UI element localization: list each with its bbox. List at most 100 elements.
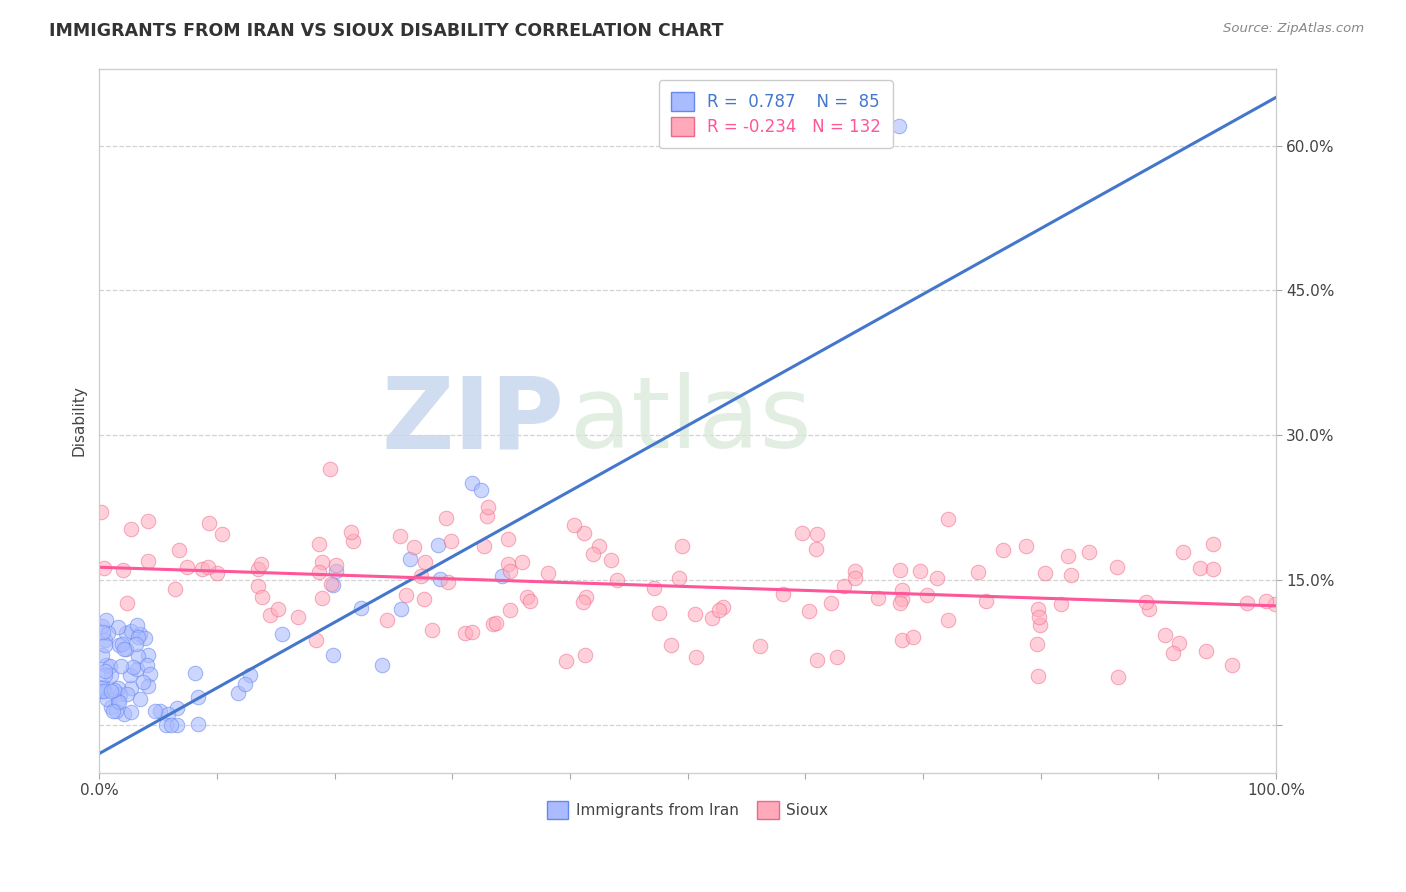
Point: [311, 555, 333, 569]
Point: [1105, 560, 1128, 574]
Point: [1078, 545, 1101, 559]
Point: [668, 570, 690, 584]
Point: [1026, 601, 1049, 615]
Point: [395, 588, 418, 602]
Point: [136, 679, 159, 693]
Point: [325, 558, 347, 573]
Point: [711, 599, 734, 614]
Point: [700, 611, 723, 625]
Point: [127, 618, 149, 632]
Point: [120, 624, 142, 638]
Point: [98, 659, 121, 673]
Point: [460, 625, 482, 640]
Point: [889, 596, 911, 610]
Point: [477, 500, 499, 515]
Point: [120, 522, 142, 536]
Text: Source: ZipAtlas.com: Source: ZipAtlas.com: [1223, 22, 1364, 36]
Point: [974, 594, 997, 608]
Point: [683, 607, 706, 621]
Point: [915, 588, 938, 602]
Point: [1167, 636, 1189, 650]
Point: [485, 616, 508, 631]
Point: [1153, 628, 1175, 642]
Point: [319, 577, 342, 591]
Point: [155, 717, 177, 731]
Point: [903, 630, 925, 644]
Point: [1254, 594, 1277, 608]
Point: [325, 564, 347, 578]
Point: [844, 564, 866, 578]
Point: [1202, 562, 1225, 576]
Point: [112, 564, 135, 578]
Point: [582, 547, 605, 561]
Point: [1107, 671, 1129, 685]
Point: [1028, 610, 1050, 624]
Point: [129, 692, 152, 706]
Point: [115, 596, 138, 610]
Point: [427, 538, 450, 552]
Y-axis label: Disability: Disability: [72, 385, 86, 456]
Point: [599, 553, 621, 567]
Point: [287, 610, 309, 624]
Point: [606, 573, 628, 587]
Point: [413, 555, 436, 569]
Point: [588, 539, 610, 553]
Point: [685, 650, 707, 665]
Point: [440, 533, 463, 548]
Point: [891, 592, 914, 607]
Point: [659, 639, 682, 653]
Point: [108, 695, 131, 709]
Point: [806, 527, 828, 541]
Point: [135, 658, 157, 673]
Point: [371, 658, 394, 673]
Point: [149, 704, 172, 718]
Text: atlas: atlas: [569, 372, 811, 469]
Point: [889, 563, 911, 577]
Point: [1015, 540, 1038, 554]
Point: [90, 618, 112, 632]
Point: [461, 475, 484, 490]
Point: [247, 562, 270, 576]
Point: [308, 565, 330, 579]
Point: [118, 667, 141, 681]
Point: [434, 511, 457, 525]
Point: [110, 658, 132, 673]
Point: [1236, 596, 1258, 610]
Point: [554, 654, 576, 668]
Point: [967, 565, 990, 579]
Point: [94, 632, 117, 647]
Point: [350, 601, 373, 615]
Point: [804, 541, 827, 556]
Point: [792, 526, 814, 541]
Point: [510, 555, 533, 569]
Point: [120, 681, 142, 696]
Point: [166, 701, 188, 715]
Point: [936, 512, 959, 526]
Point: [108, 638, 131, 652]
Point: [537, 566, 560, 580]
Point: [249, 557, 271, 571]
Point: [197, 560, 219, 574]
Point: [562, 518, 585, 533]
Point: [429, 573, 451, 587]
Point: [167, 542, 190, 557]
Point: [1060, 568, 1083, 582]
Point: [1033, 566, 1056, 581]
Point: [93, 561, 115, 575]
Point: [100, 668, 122, 682]
Point: [866, 591, 889, 605]
Text: IMMIGRANTS FROM IRAN VS SIOUX DISABILITY CORRELATION CHART: IMMIGRANTS FROM IRAN VS SIOUX DISABILITY…: [49, 22, 724, 40]
Point: [575, 590, 598, 604]
Point: [267, 601, 290, 615]
Point: [120, 706, 142, 720]
Point: [516, 591, 538, 605]
Point: [191, 562, 214, 576]
Point: [90, 684, 112, 698]
Point: [184, 666, 207, 681]
Point: [375, 613, 398, 627]
Point: [322, 578, 344, 592]
Point: [1050, 597, 1073, 611]
Point: [176, 560, 198, 574]
Point: [475, 508, 498, 523]
Point: [772, 587, 794, 601]
